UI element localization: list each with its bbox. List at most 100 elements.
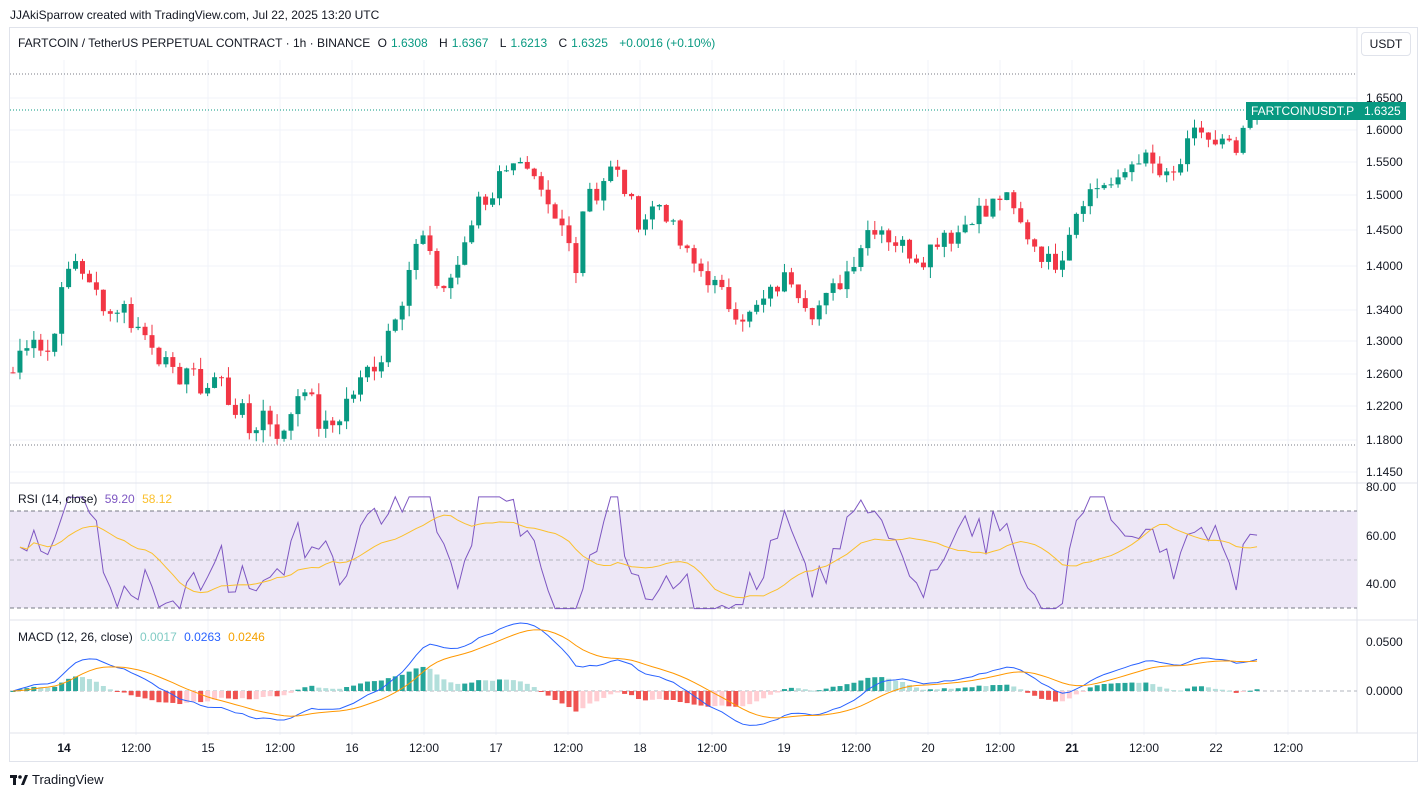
candle-body	[212, 377, 218, 388]
macd-histogram-bar	[934, 689, 940, 691]
candle-body	[531, 168, 537, 177]
candle-body	[420, 235, 426, 244]
candle-body	[719, 279, 725, 288]
macd-histogram-bar	[323, 688, 329, 691]
macd-histogram-bar	[107, 689, 113, 691]
macd-histogram-bar	[761, 691, 767, 699]
candle-body	[38, 339, 44, 351]
candle-body	[1178, 164, 1184, 173]
macd-histogram-bar	[246, 691, 252, 700]
price-axis-label: 1.1800	[1366, 433, 1403, 447]
time-axis-label: 19	[777, 741, 791, 755]
candle-body	[1164, 171, 1170, 176]
macd-histogram-bar	[420, 666, 426, 691]
macd-histogram-bar	[205, 691, 211, 702]
low-value: 1.6213	[510, 36, 548, 50]
time-axis-label: 12:00	[408, 741, 440, 755]
macd-histogram-bar	[52, 686, 58, 691]
macd-histogram-bar	[1157, 686, 1163, 691]
macd-histogram-bar	[1254, 689, 1260, 691]
macd-histogram-bar	[524, 683, 530, 691]
candle-body	[114, 312, 120, 314]
macd-histogram-bar	[1018, 689, 1024, 691]
candle-body	[149, 335, 155, 348]
macd-histogram-bar	[1150, 684, 1156, 691]
price-axis-label: 1.3400	[1366, 303, 1403, 317]
candle-body	[775, 286, 780, 292]
time-axis-label: 12:00	[696, 741, 728, 755]
candle-body	[455, 264, 461, 278]
price-axis-label: 1.4000	[1366, 259, 1403, 273]
candle-body	[225, 377, 231, 405]
macd-histogram-bar	[114, 691, 120, 692]
macd-histogram-bar	[86, 679, 92, 691]
macd-histogram-bar	[483, 680, 489, 691]
macd-histogram-bar	[434, 674, 440, 691]
macd-histogram-bar	[872, 677, 878, 691]
rsi-title[interactable]: RSI (14, close)	[18, 492, 98, 506]
macd-histogram-bar	[406, 671, 412, 691]
candle-body	[253, 430, 259, 434]
macd-histogram-bar	[1212, 688, 1218, 691]
candle-body	[469, 225, 475, 243]
macd-signal-value: 0.0246	[228, 630, 265, 644]
macd-histogram-bar	[809, 690, 815, 692]
macd-histogram-bar	[545, 691, 551, 696]
macd-histogram-bar	[316, 687, 322, 691]
macd-value: 0.0263	[184, 630, 221, 644]
candle-body	[823, 292, 829, 306]
time-axis-label: 22	[1209, 741, 1223, 755]
macd-histogram-bar	[858, 680, 864, 691]
macd-title[interactable]: MACD (12, 26, close)	[18, 630, 133, 644]
macd-histogram-bar	[302, 687, 308, 691]
macd-histogram-bar	[253, 691, 259, 700]
candle-body	[24, 348, 30, 351]
candle-body	[198, 368, 204, 394]
candle-body	[969, 224, 975, 226]
macd-histogram-bar	[1108, 683, 1114, 691]
symbol-name[interactable]: FARTCOIN / TetherUS PERPETUAL CONTRACT ·…	[18, 36, 371, 50]
tradingview-brand[interactable]: TradingView	[10, 772, 104, 787]
time-axis-label: 21	[1065, 741, 1079, 755]
macd-histogram-bar	[295, 689, 301, 691]
candle-body	[705, 271, 711, 286]
candle-body	[205, 387, 211, 394]
macd-histogram-bar	[865, 677, 871, 691]
price-axis-label: 1.5000	[1366, 188, 1403, 202]
candle-body	[552, 204, 558, 219]
macd-axis-005: 0.0500	[1366, 635, 1403, 649]
macd-histogram-bar	[948, 688, 954, 691]
macd-histogram-bar	[232, 691, 238, 700]
currency-button[interactable]: USDT	[1361, 32, 1411, 56]
time-axis-label: 14	[57, 741, 71, 755]
candle-body	[483, 196, 489, 205]
candle-body	[649, 206, 655, 220]
time-axis-label: 12:00	[984, 741, 1016, 755]
candle-body	[712, 279, 718, 286]
macd-histogram-bar	[503, 679, 509, 691]
close-label: C	[558, 36, 568, 50]
candle-body	[795, 284, 801, 299]
candle-body	[629, 193, 635, 197]
macd-histogram-bar	[1171, 690, 1177, 692]
macd-histogram-bar	[1053, 691, 1058, 702]
candle-body	[1046, 253, 1052, 262]
candle-body	[1018, 208, 1024, 223]
candle-body	[371, 366, 377, 372]
macd-histogram-bar	[371, 681, 377, 691]
candle-body	[517, 161, 523, 164]
macd-histogram-bar	[1143, 682, 1149, 691]
candle-body	[239, 403, 245, 415]
macd-histogram-bar	[976, 685, 982, 691]
candle-body	[462, 242, 468, 265]
candle-body	[1032, 239, 1038, 247]
candle-body	[879, 230, 885, 235]
candle-body	[31, 339, 37, 349]
candle-body	[1212, 139, 1218, 145]
candle-body	[121, 304, 127, 313]
candle-body	[274, 424, 280, 439]
candle-body	[73, 261, 79, 269]
candle-body	[698, 263, 704, 272]
macd-histogram-bar	[288, 691, 294, 693]
